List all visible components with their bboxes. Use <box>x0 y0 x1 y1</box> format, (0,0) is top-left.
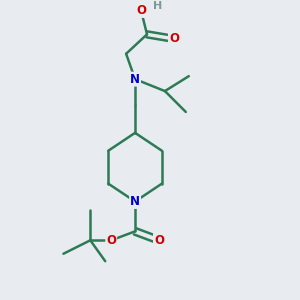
Text: N: N <box>130 73 140 85</box>
Text: O: O <box>169 32 179 45</box>
Text: O: O <box>106 234 116 247</box>
Text: O: O <box>136 4 146 17</box>
Text: O: O <box>154 234 164 247</box>
Text: N: N <box>130 195 140 208</box>
Text: H: H <box>153 1 162 11</box>
